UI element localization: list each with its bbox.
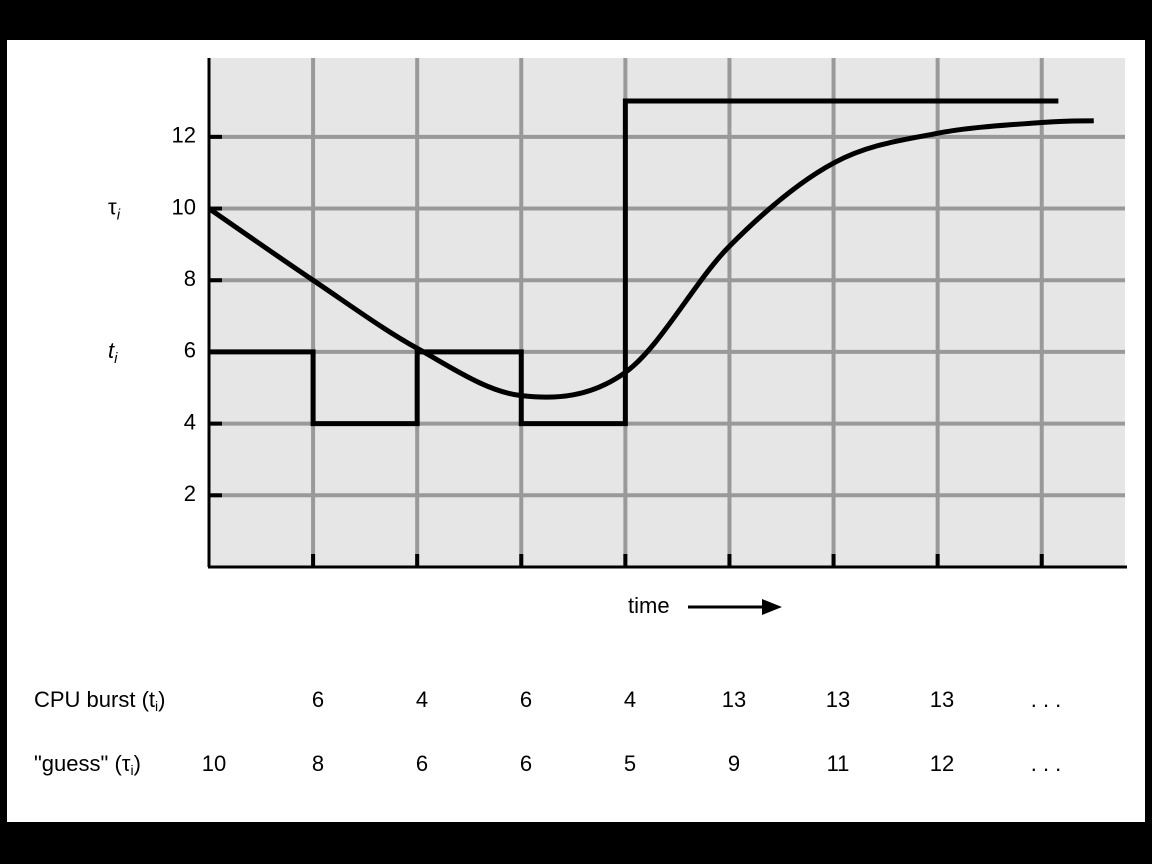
cell: 4 bbox=[416, 687, 428, 712]
cell-more: . . . bbox=[1031, 687, 1062, 712]
cell: 6 bbox=[520, 751, 532, 776]
y-tick-label: 12 bbox=[172, 123, 196, 148]
series-line bbox=[209, 98, 1059, 427]
series-label: τi bbox=[108, 194, 121, 223]
y-tick-label: 6 bbox=[184, 338, 196, 363]
cell-more: . . . bbox=[1031, 751, 1062, 776]
cell: 11 bbox=[827, 751, 850, 776]
cell: 6 bbox=[416, 751, 428, 776]
row-label-end: ) bbox=[158, 687, 165, 712]
x-axis-label: time bbox=[628, 593, 670, 618]
series-label: ti bbox=[108, 338, 118, 367]
row-label: CPU burst (ti) bbox=[34, 687, 165, 714]
cell: 13 bbox=[722, 687, 746, 712]
series-name: t bbox=[108, 338, 115, 363]
cell: 4 bbox=[624, 687, 636, 712]
cell: 9 bbox=[728, 751, 740, 776]
row-label-text: "guess" (τ bbox=[34, 751, 131, 776]
cell: 13 bbox=[826, 687, 850, 712]
row-label-end: ) bbox=[134, 751, 141, 776]
table: CPU burst (ti) 6 4 6 4 13 13 13. . ."guess" (τi… bbox=[34, 687, 1061, 778]
marks bbox=[207, 98, 1094, 427]
cell: 5 bbox=[624, 751, 636, 776]
cell: 12 bbox=[930, 751, 954, 776]
cell: 6 bbox=[520, 687, 532, 712]
series-name: τ bbox=[108, 194, 117, 219]
cell: 13 bbox=[930, 687, 954, 712]
cell: 6 bbox=[312, 687, 324, 712]
y-tick-label: 8 bbox=[184, 266, 196, 291]
series-line bbox=[207, 118, 1094, 400]
time-arrow-head bbox=[762, 599, 782, 615]
series-subscript: i bbox=[117, 207, 121, 224]
y-tick-label: 2 bbox=[184, 481, 196, 506]
y-tick-label: 4 bbox=[184, 409, 196, 434]
cell: 10 bbox=[202, 751, 226, 776]
plot-area bbox=[209, 58, 1125, 567]
series-subscript: i bbox=[114, 350, 118, 367]
row-label-sub: i bbox=[155, 698, 158, 714]
row-label: "guess" (τi) bbox=[34, 751, 141, 778]
row-label-text: CPU burst (t bbox=[34, 687, 155, 712]
row-label-sub: i bbox=[130, 762, 133, 778]
y-tick-label: 10 bbox=[172, 194, 196, 219]
cell: 8 bbox=[312, 751, 324, 776]
